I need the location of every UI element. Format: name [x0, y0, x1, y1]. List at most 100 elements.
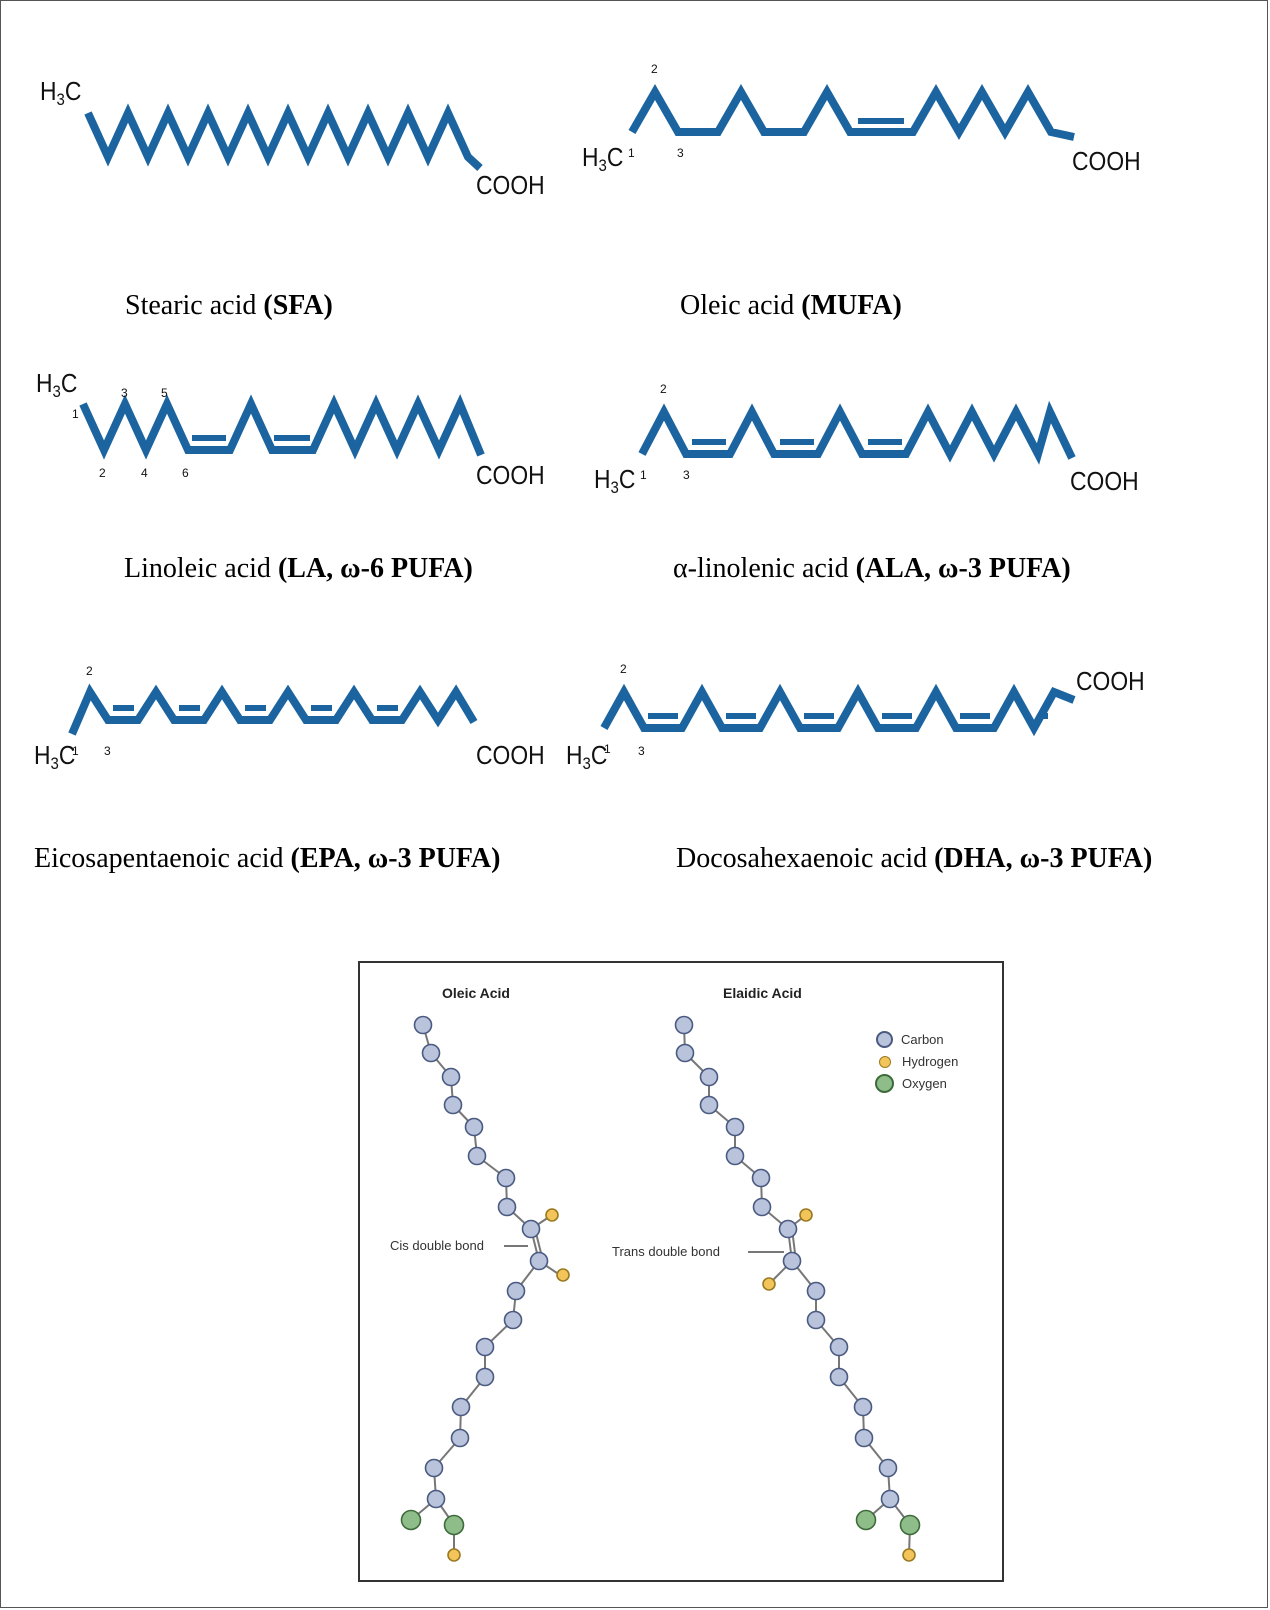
linoleic-carbon-number-6: 6 — [182, 466, 189, 480]
carbon-atom — [699, 1067, 719, 1087]
stearic-chain-svg — [84, 103, 483, 171]
carbon-atom — [854, 1428, 874, 1448]
carbon-atom — [503, 1310, 523, 1330]
epa-methyl-label: H3C — [34, 740, 76, 773]
carbon-atom — [806, 1281, 826, 1301]
legend-carbon-label: Carbon — [901, 1032, 944, 1047]
carbon-atom — [699, 1095, 719, 1115]
alpha-linolenic-carboxyl-label: COOH — [1070, 466, 1139, 496]
carbon-atom — [674, 1015, 694, 1035]
carbon-atom — [880, 1489, 900, 1509]
oxygen-atom — [855, 1509, 877, 1531]
linoleic-carbon-number-3: 3 — [121, 386, 128, 400]
carbon-atom — [853, 1397, 873, 1417]
linoleic-methyl-label: H3C — [36, 368, 78, 401]
linoleic-carbon-chain — [79, 393, 485, 460]
epa-caption: Eicosapentaenoic acid (EPA, ω-3 PUFA) — [34, 843, 501, 874]
carbon-atom — [778, 1219, 798, 1239]
carbon-atom — [878, 1458, 898, 1478]
oleic-carbon-number-2: 2 — [651, 62, 658, 76]
cis-trans-comparison-figure: Oleic Acid Elaidic Acid Cis double bond … — [358, 961, 1004, 1582]
oleic-methyl-label: H3C — [582, 142, 624, 175]
linoleic-carbon-number-2: 2 — [99, 466, 106, 480]
epa-carbon-number-2: 2 — [86, 664, 93, 678]
oxygen-atom — [899, 1514, 921, 1536]
cis-double-bond-label: Cis double bond — [390, 1238, 484, 1253]
epa-carbon-chain — [68, 683, 478, 736]
oleic-carboxyl-label: COOH — [1072, 146, 1141, 176]
carbon-atom — [497, 1197, 517, 1217]
alpha-linolenic-carbon-number-3: 3 — [683, 468, 690, 482]
dha-caption: Docosahexaenoic acid (DHA, ω-3 PUFA) — [676, 843, 1153, 874]
carbon-atom — [421, 1043, 441, 1063]
carbon-atom — [467, 1146, 487, 1166]
carbon-atom — [475, 1337, 495, 1357]
carbon-atom — [413, 1015, 433, 1035]
trans-double-bond-label: Trans double bond — [612, 1244, 720, 1259]
carbon-atom — [675, 1043, 695, 1063]
linoleic-carbon-number-1: 1 — [72, 407, 79, 421]
hydrogen-atom — [799, 1208, 813, 1222]
dha-carboxyl-label: COOH — [1076, 666, 1145, 696]
carbon-atom — [475, 1367, 495, 1387]
carbon-atom — [451, 1397, 471, 1417]
hydrogen-atom — [902, 1548, 916, 1562]
epa-carboxyl-label: COOH — [476, 740, 545, 770]
linoleic-carbon-number-5: 5 — [161, 386, 168, 400]
carbon-atom — [441, 1067, 461, 1087]
hydrogen-atom — [556, 1268, 570, 1282]
epa-carbon-number-1: 1 — [72, 744, 79, 758]
dha-carbon-number-2: 2 — [620, 662, 627, 676]
oleic-carbon-chain — [628, 83, 1075, 141]
epa-carbon-number-3: 3 — [104, 744, 111, 758]
dha-carbon-chain — [600, 683, 1076, 737]
alpha-linolenic-carbon-chain — [638, 400, 1076, 465]
hydrogen-atom — [545, 1208, 559, 1222]
oxygen-atom — [400, 1509, 422, 1531]
carbon-atom — [752, 1197, 772, 1217]
alpha-linolenic-methyl-label: H3C — [594, 464, 636, 497]
carbon-atom — [496, 1168, 516, 1188]
carbon-atom — [725, 1117, 745, 1137]
alpha-linolenic-caption: α-linolenic acid (ALA, ω-3 PUFA) — [673, 553, 1071, 584]
oleic-acid-title: Oleic Acid — [442, 985, 510, 1001]
carbon-atom — [450, 1428, 470, 1448]
carbon-swatch — [876, 1031, 893, 1048]
dha-methyl-label: H3C — [566, 740, 608, 773]
linoleic-carboxyl-label: COOH — [476, 460, 545, 490]
oxygen-atom — [443, 1514, 465, 1536]
oleic-carbon-number-1: 1 — [628, 146, 635, 160]
carbon-atom — [506, 1281, 526, 1301]
legend-carbon: Carbon — [876, 1031, 944, 1048]
legend-oxygen-label: Oxygen — [902, 1076, 947, 1091]
stearic-carbon-chain — [84, 103, 483, 171]
carbon-atom — [806, 1310, 826, 1330]
dha-carbon-number-3: 3 — [638, 744, 645, 758]
cis-trans-molecule-svg — [400, 1015, 921, 1562]
oxygen-swatch — [875, 1074, 894, 1093]
carbon-atom — [464, 1117, 484, 1137]
legend-hydrogen: Hydrogen — [879, 1054, 958, 1069]
legend-oxygen: Oxygen — [875, 1074, 947, 1093]
carbon-atom — [529, 1251, 549, 1271]
hydrogen-swatch — [879, 1055, 891, 1068]
linoleic-chain-svg — [79, 393, 485, 460]
alpha-linolenic-carbon-number-2: 2 — [660, 382, 667, 396]
elaidic-acid-title: Elaidic Acid — [723, 985, 802, 1001]
carbon-atom — [782, 1251, 802, 1271]
stearic-caption: Stearic acid (SFA) — [125, 290, 333, 321]
carbon-atom — [424, 1458, 444, 1478]
oleic-carbon-number-3: 3 — [677, 146, 684, 160]
carbon-atom — [829, 1367, 849, 1387]
carbon-atom — [829, 1337, 849, 1357]
carbon-atom — [725, 1146, 745, 1166]
carbon-atom — [521, 1219, 541, 1239]
epa-chain-svg — [68, 683, 478, 736]
hydrogen-atom — [447, 1548, 461, 1562]
stearic-methyl-label: H3C — [40, 76, 82, 109]
stearic-carboxyl-label: COOH — [476, 170, 545, 200]
alpha-linolenic-chain-svg — [638, 400, 1076, 465]
dha-chain-svg — [600, 683, 1076, 737]
carbon-atom — [443, 1095, 463, 1115]
